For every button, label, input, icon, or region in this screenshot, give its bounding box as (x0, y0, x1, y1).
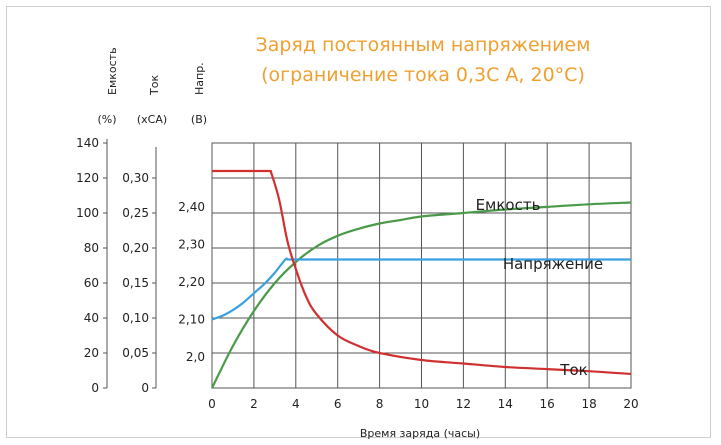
current-tick-label: 0,25 (122, 206, 149, 220)
x-axis-label: Время заряда (часы) (360, 427, 480, 440)
current-tick-label: 0,10 (122, 311, 149, 325)
capacity-line (211, 201, 632, 389)
x-tick-label: 12 (456, 397, 471, 411)
voltage-tick-label: 2,10 (178, 313, 205, 327)
x-tick-label: 4 (292, 397, 300, 411)
series-label-current: Ток (559, 361, 587, 379)
x-tick-label: 6 (334, 397, 342, 411)
axes: 0 2 4 6 8 10 12 14 16 18 20 0 20 40 60 80 100 120 140 0 0,05… (76, 136, 639, 411)
voltage-tick-label: 2,40 (178, 200, 205, 214)
current-tick-label: 0,15 (122, 276, 149, 290)
capacity-tick-label: 40 (84, 311, 99, 325)
x-tick-label: 14 (498, 397, 513, 411)
series-label-voltage: Напряжение (503, 255, 603, 273)
chart-frame (6, 6, 711, 438)
chart-title-line2: (ограничение тока 0,3С А, 20°С) (261, 64, 585, 86)
current-tick-label: 0,30 (122, 171, 149, 185)
x-tick-label: 8 (376, 397, 384, 411)
current-tick-label: 0,05 (122, 346, 149, 360)
current-line (212, 169, 632, 376)
capacity-tick-label: 60 (84, 276, 99, 290)
capacity-tick-label: 20 (84, 346, 99, 360)
x-tick-label: 2 (250, 397, 258, 411)
capacity-tick-label: 0 (91, 381, 99, 395)
voltage-tick-label: 2,30 (178, 238, 205, 252)
current-tick-label: 0 (141, 381, 149, 395)
voltage-tick-label: 2,20 (178, 275, 205, 289)
grid (211, 142, 632, 389)
x-tick-label: 16 (540, 397, 555, 411)
current-axis-unit: (хСА) (137, 113, 167, 126)
series-lines (211, 169, 632, 389)
current-tick-label: 0,20 (122, 241, 149, 255)
x-tick-label: 10 (414, 397, 429, 411)
capacity-tick-label: 80 (84, 241, 99, 255)
voltage-tick-label: 2,0 (186, 350, 205, 364)
chart-title-line1: Заряд постоянным напряжением (256, 34, 591, 56)
capacity-tick-label: 100 (76, 206, 99, 220)
capacity-axis-title: Емкость (106, 47, 119, 95)
x-tick-label: 18 (581, 397, 596, 411)
x-tick-label: 0 (208, 397, 216, 411)
voltage-line (211, 257, 631, 321)
capacity-tick-label: 140 (76, 136, 99, 150)
capacity-axis-unit: (%) (97, 113, 116, 126)
voltage-axis-unit: (В) (191, 113, 207, 126)
x-tick-label: 20 (623, 397, 638, 411)
current-axis-title: Ток (148, 75, 161, 96)
capacity-tick-label: 120 (76, 171, 99, 185)
series-label-capacity: Емкость (476, 196, 541, 214)
voltage-axis-title: Напр. (193, 62, 206, 95)
